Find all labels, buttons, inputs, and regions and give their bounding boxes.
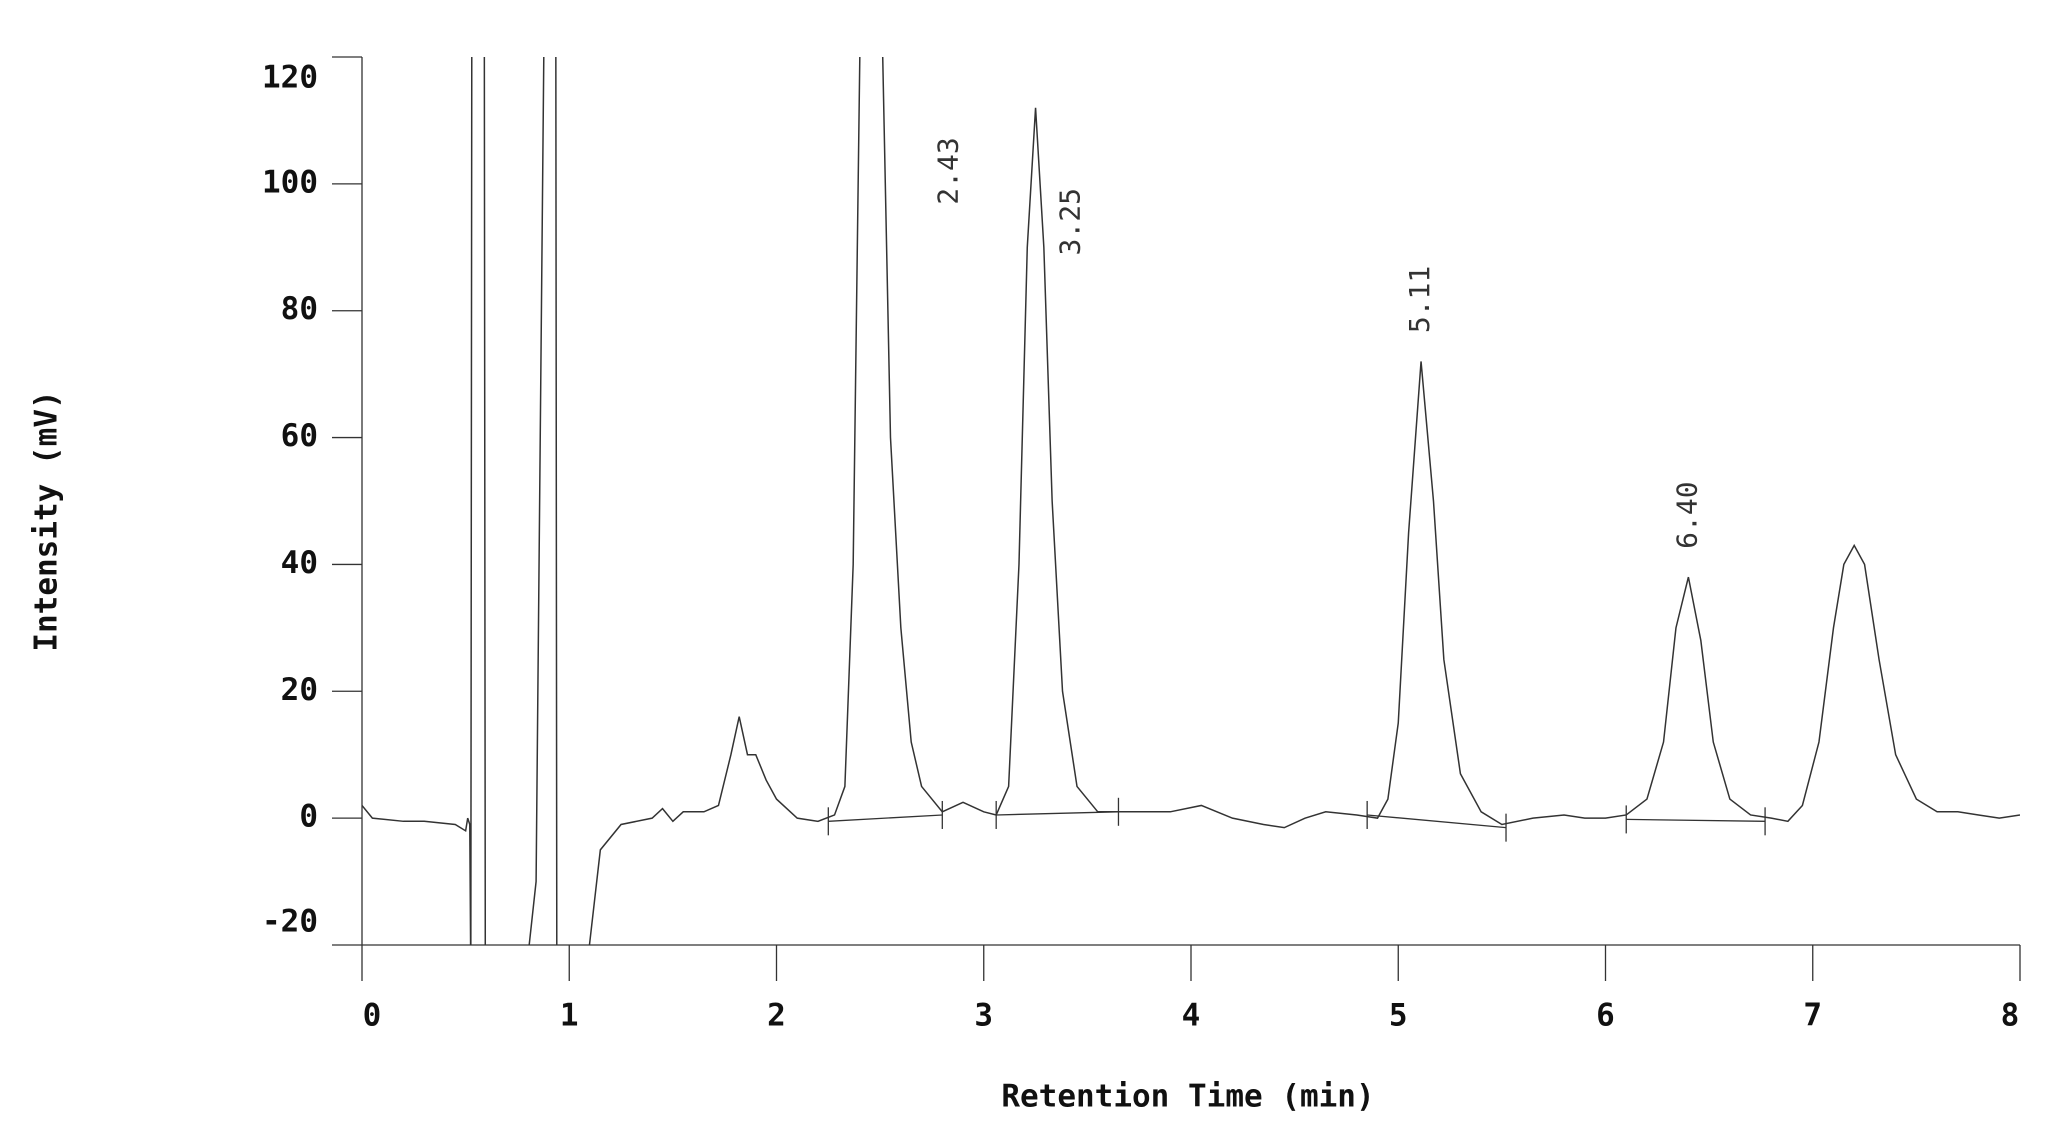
peak-label: 2.43 — [932, 137, 965, 204]
x-tick-label: 0 — [363, 998, 382, 1034]
y-tick-label: 60 — [281, 418, 318, 454]
x-tick-label: 4 — [1182, 998, 1201, 1034]
y-tick-label: 100 — [262, 164, 318, 200]
x-tick-label: 7 — [1803, 998, 1822, 1034]
integration-baseline — [996, 811, 1119, 816]
plot-area — [362, 57, 2020, 945]
x-tick-label: 6 — [1596, 998, 1615, 1034]
x-tick-label: 1 — [560, 998, 579, 1034]
y-tick-label: 40 — [281, 545, 318, 581]
x-tick-label: 5 — [1389, 998, 1408, 1034]
x-tick-label: 8 — [2001, 998, 2020, 1034]
x-tick-label: 3 — [974, 998, 993, 1034]
x-tick-label: 2 — [767, 998, 786, 1034]
integration-baseline — [828, 814, 943, 822]
peak-label: 5.11 — [1403, 266, 1436, 333]
y-axis-title: Intensity (mV) — [29, 390, 65, 651]
y-tick-label: 120 — [262, 60, 318, 96]
x-axis-title: Retention Time (min) — [1001, 1079, 1374, 1115]
peak-label: 3.25 — [1054, 188, 1087, 255]
integration-baseline — [1626, 818, 1766, 822]
y-tick-label: 0 — [299, 799, 318, 835]
trace — [362, 57, 2020, 945]
y-tick-label: 20 — [281, 672, 318, 708]
integration-baseline — [1367, 814, 1507, 829]
y-tick-label: 80 — [281, 291, 318, 327]
y-tick-label: -20 — [262, 904, 318, 940]
peak-label: 6.40 — [1670, 481, 1703, 548]
